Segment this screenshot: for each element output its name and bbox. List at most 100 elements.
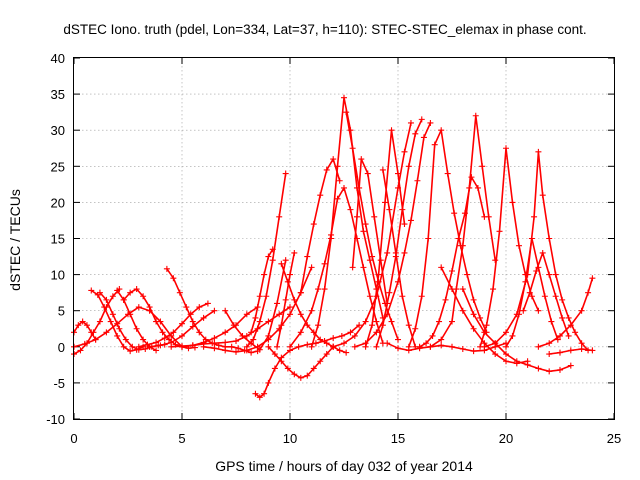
data-point	[399, 293, 406, 300]
data-point	[360, 228, 367, 235]
y-tick-label: 0	[58, 340, 65, 355]
data-point	[265, 318, 272, 325]
series-26	[330, 119, 414, 350]
data-point	[470, 325, 477, 332]
data-point	[468, 174, 475, 181]
data-point	[187, 311, 194, 318]
data-point	[546, 351, 553, 358]
series-line	[483, 151, 589, 352]
data-point	[120, 343, 127, 350]
data-point	[557, 349, 563, 356]
data-point	[362, 343, 369, 350]
data-point	[395, 345, 401, 352]
data-point	[189, 323, 196, 330]
data-point	[416, 345, 423, 352]
data-point	[159, 329, 166, 336]
data-point	[546, 340, 553, 347]
series-9	[135, 300, 211, 350]
data-point	[323, 166, 330, 173]
series-line	[382, 169, 417, 348]
data-point	[373, 343, 380, 350]
data-point	[347, 206, 354, 213]
data-point	[107, 318, 114, 325]
data-point	[88, 329, 95, 336]
data-point	[146, 304, 153, 311]
data-point	[496, 228, 503, 235]
series-24	[343, 109, 401, 343]
data-point	[388, 318, 395, 325]
data-point	[321, 286, 328, 293]
plot-area	[71, 94, 596, 401]
data-point	[308, 264, 315, 271]
data-point	[539, 192, 546, 199]
series-line	[375, 118, 423, 348]
series-30	[362, 127, 408, 350]
data-point	[466, 184, 473, 191]
data-point	[297, 329, 304, 336]
data-point	[407, 119, 414, 126]
data-point	[200, 343, 207, 350]
data-point	[129, 343, 136, 350]
data-point	[153, 339, 160, 346]
data-point	[395, 336, 401, 343]
data-point	[559, 296, 566, 303]
data-point	[269, 246, 276, 253]
data-point	[347, 329, 354, 336]
data-point	[261, 271, 268, 278]
data-point	[412, 130, 419, 137]
data-point	[427, 343, 434, 350]
data-point	[239, 332, 246, 339]
data-point	[317, 192, 324, 199]
data-point	[271, 365, 278, 372]
data-point	[565, 314, 572, 321]
data-point	[492, 257, 499, 264]
data-point	[96, 318, 103, 325]
data-point	[265, 343, 272, 350]
data-point	[449, 343, 455, 350]
data-point	[522, 278, 529, 285]
data-point	[515, 311, 522, 318]
x-tick-label: 10	[283, 431, 297, 446]
data-point	[492, 340, 499, 347]
data-point	[204, 300, 211, 307]
data-point	[109, 311, 116, 318]
data-point	[323, 340, 330, 347]
data-point	[211, 335, 218, 342]
series-10	[146, 307, 218, 350]
data-point	[459, 307, 466, 314]
data-point	[336, 347, 343, 354]
data-point	[455, 235, 462, 242]
data-point	[539, 249, 546, 256]
data-point	[142, 345, 149, 352]
series-2	[71, 318, 99, 343]
axis-ticks: 0 5 10 15 20 25 -10 -5 0 5 10 15 20 25 30 35 40	[46, 51, 621, 446]
data-point	[524, 271, 531, 278]
data-point	[585, 289, 592, 296]
data-point	[291, 371, 298, 378]
data-point	[528, 293, 535, 300]
data-point	[278, 358, 285, 365]
data-point	[509, 332, 516, 339]
data-point	[179, 332, 185, 339]
data-point	[250, 336, 257, 343]
data-point	[552, 293, 559, 300]
data-point	[189, 318, 196, 325]
series-17	[252, 322, 363, 401]
data-point	[179, 320, 185, 327]
data-point	[438, 336, 445, 343]
data-point	[395, 170, 401, 177]
data-point	[503, 358, 509, 365]
series-40	[520, 249, 572, 339]
data-point	[334, 163, 341, 170]
data-point	[405, 163, 412, 170]
series-20	[274, 249, 298, 350]
data-point	[133, 325, 140, 332]
data-point	[312, 340, 319, 347]
series-line	[310, 96, 384, 348]
data-point	[405, 322, 412, 329]
data-point	[366, 293, 373, 300]
data-point	[127, 348, 134, 355]
data-point	[261, 390, 268, 397]
data-point	[163, 265, 170, 272]
